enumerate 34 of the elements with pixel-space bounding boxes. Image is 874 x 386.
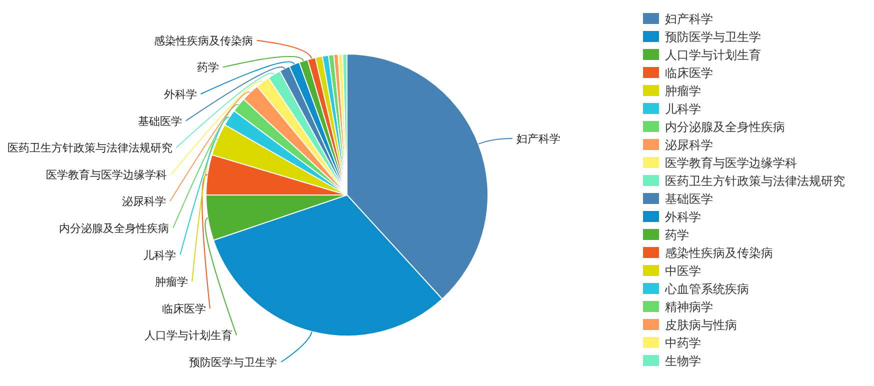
legend-label: 内分泌腺及全身性疾病	[665, 120, 785, 134]
data-label: 内分泌腺及全身性疾病	[59, 222, 170, 235]
legend-label: 药学	[665, 228, 689, 242]
legend-label: 临床医学	[665, 66, 713, 80]
data-label: 基础医学	[138, 114, 182, 128]
data-label: 人口学与计划生育	[144, 329, 233, 342]
legend-label: 精神病学	[665, 300, 713, 314]
legend-label: 心血管系统疾病	[664, 282, 749, 296]
data-label: 外科学	[164, 88, 197, 101]
data-label: 临床医学	[162, 302, 206, 316]
data-label: 医学教育与医学边缘学科	[46, 168, 168, 182]
legend-label: 中医学	[665, 264, 701, 278]
legend-label: 医学教育与医学边缘学科	[665, 156, 797, 170]
data-label: 儿科学	[143, 248, 176, 262]
legend-label: 妇产科学	[665, 12, 713, 26]
legend-label: 医药卫生方针政策与法律法规研究	[665, 174, 845, 188]
legend-label: 儿科学	[665, 102, 701, 116]
data-label: 泌尿科学	[122, 195, 166, 208]
data-label: 医药卫生方针政策与法律法规研究	[7, 142, 172, 155]
data-label: 肿瘤学	[155, 276, 188, 289]
legend-label: 外科学	[665, 210, 701, 224]
legend-label: 皮肤病与性病	[665, 318, 737, 332]
legend-label: 中药学	[665, 336, 701, 350]
legend-label: 肿瘤学	[665, 84, 701, 98]
legend-label: 感染性疾病及传染病	[665, 246, 773, 260]
data-label: 妇产科学	[516, 132, 560, 146]
data-label: 预防医学与卫生学	[189, 356, 278, 369]
data-label: 药学	[196, 61, 219, 74]
legend-label: 预防医学与卫生学	[665, 30, 761, 44]
legend-label: 泌尿科学	[665, 138, 713, 152]
legend-label: 基础医学	[665, 192, 713, 206]
legend-label: 生物学	[665, 354, 701, 368]
legend-label: 人口学与计划生育	[665, 48, 761, 62]
data-label: 感染性疾病及传染病	[154, 34, 253, 48]
